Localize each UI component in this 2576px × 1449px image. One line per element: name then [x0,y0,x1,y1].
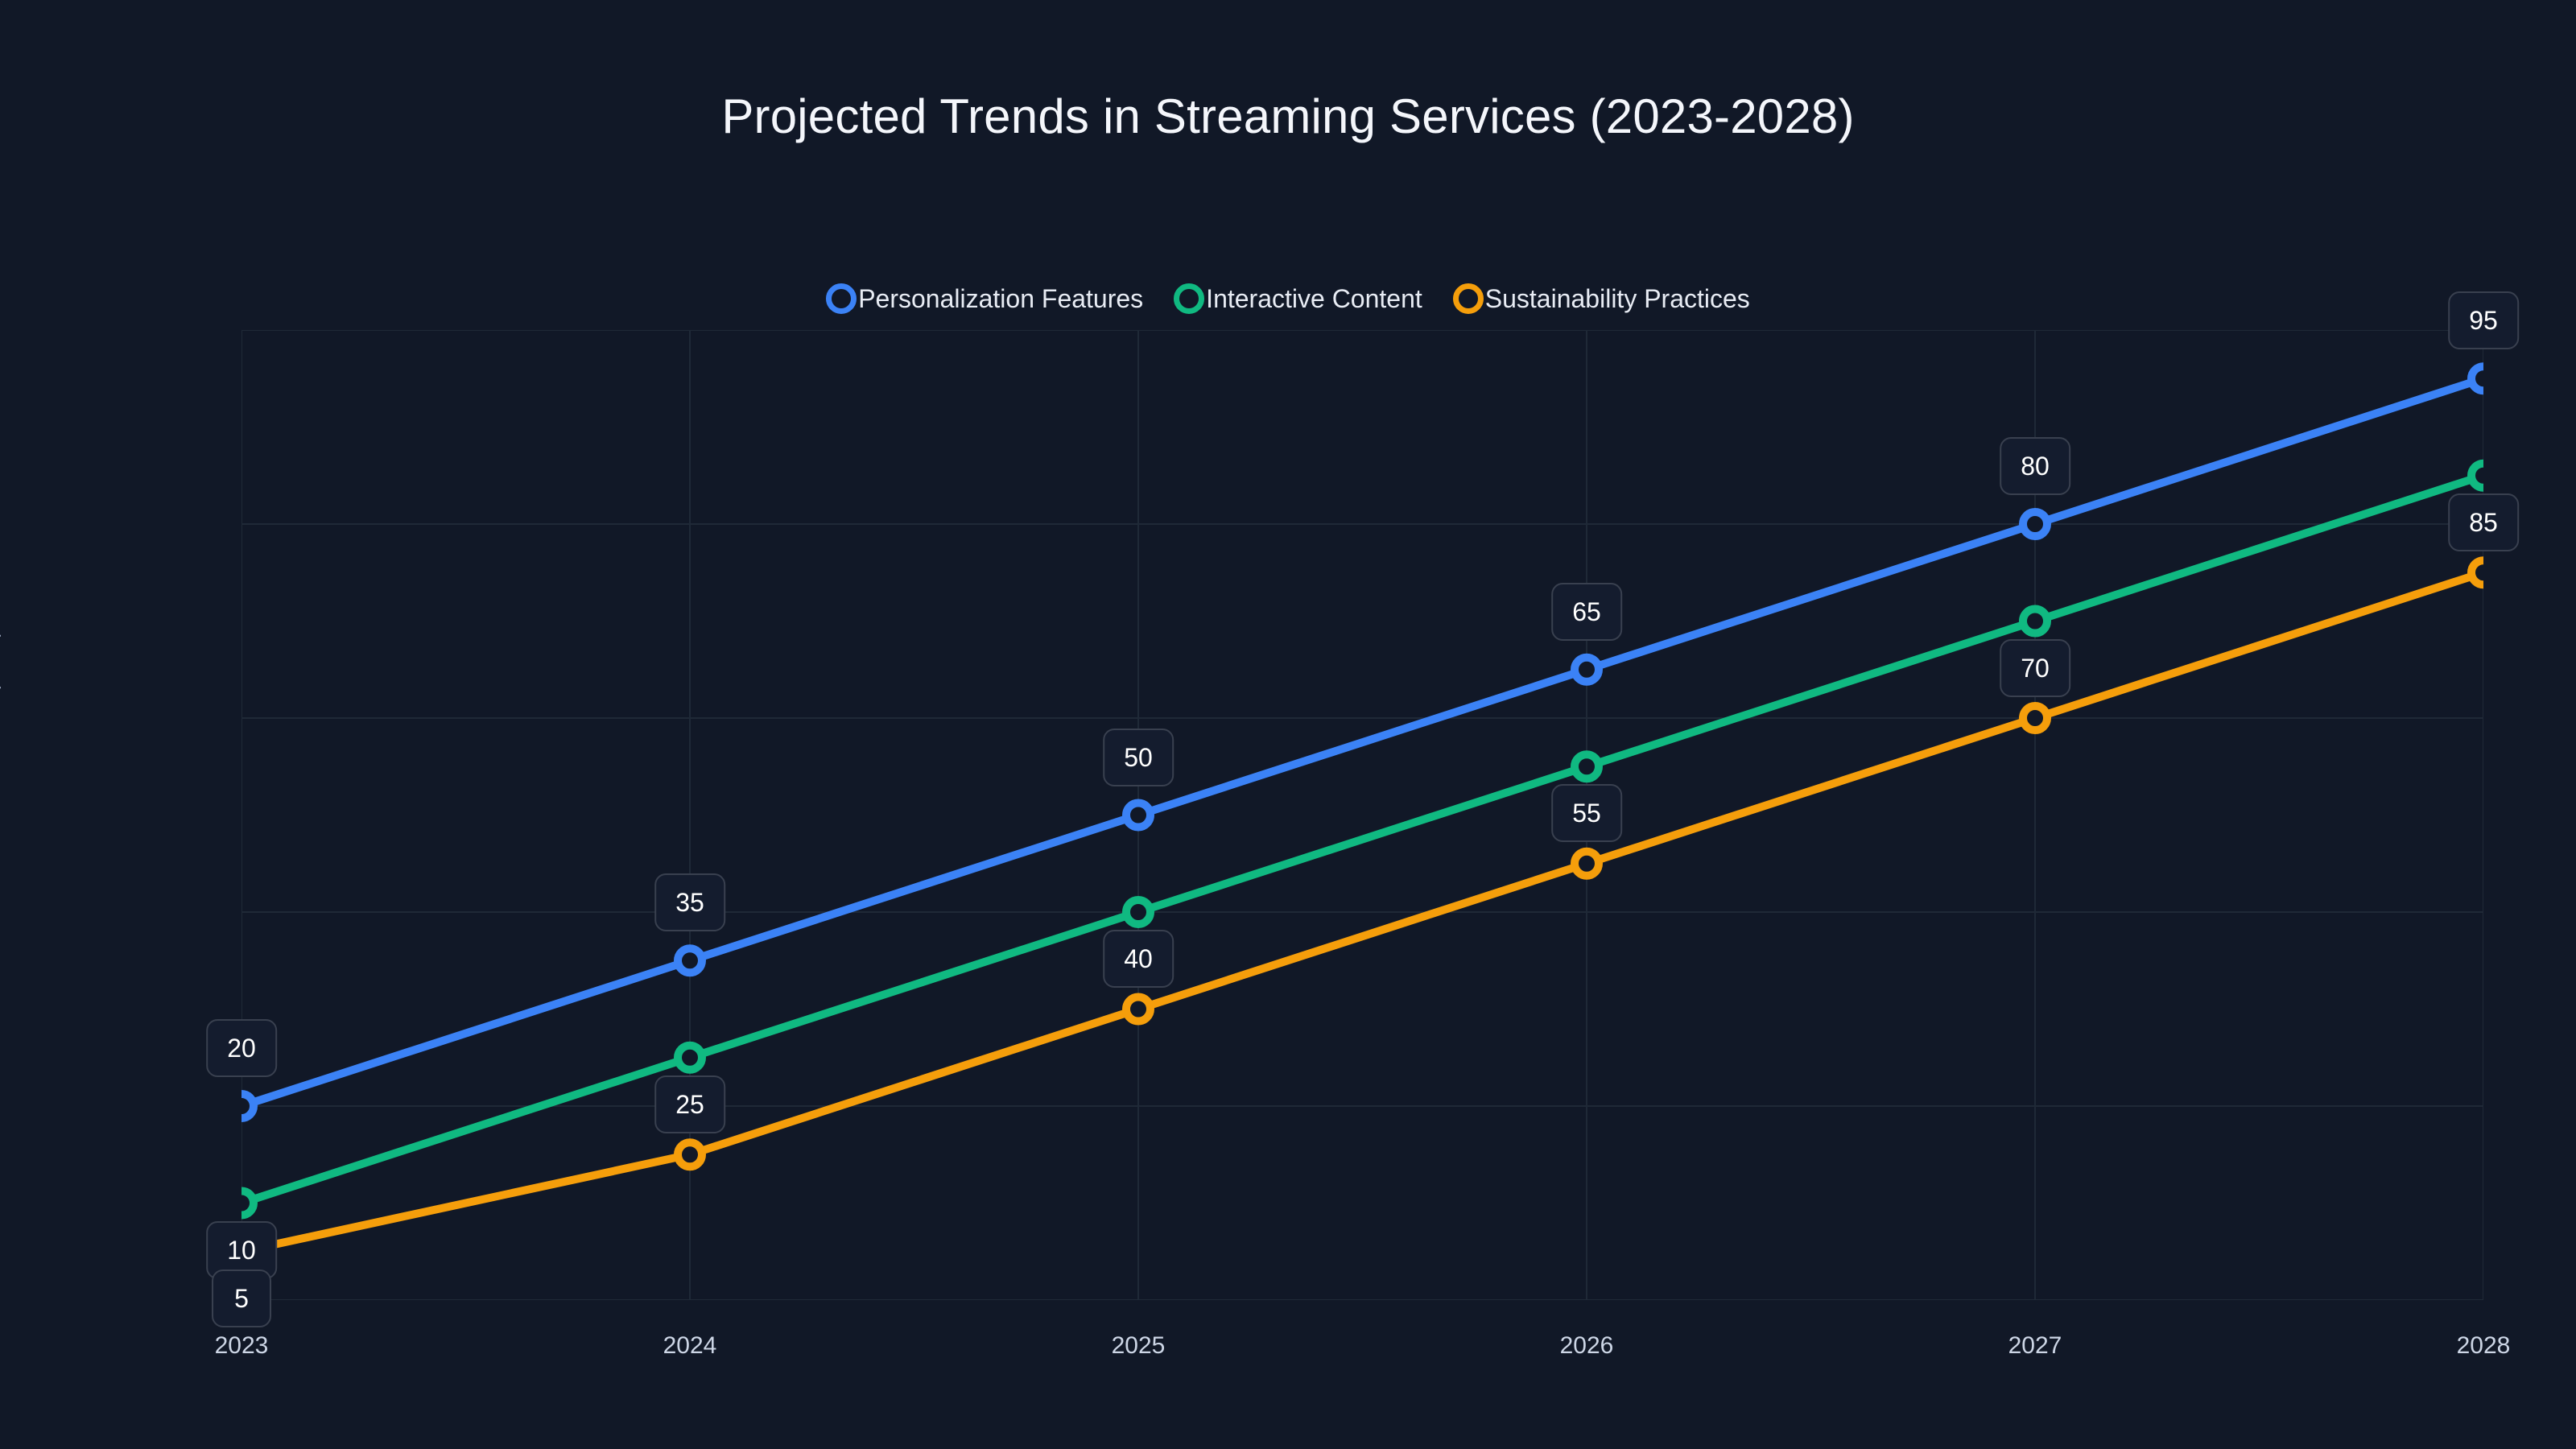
legend-item-label: Personalization Features [858,284,1144,313]
circle-ring-marker [1452,283,1484,314]
data-point-marker[interactable] [242,1187,258,1220]
legend-item-2[interactable]: Sustainability Practices [1452,283,1750,314]
data-point-marker[interactable] [1122,896,1154,928]
data-point-label: 25 [654,1075,725,1133]
data-point-marker[interactable] [1122,799,1154,832]
x-axis-tick-label: 2028 [2456,1332,2511,1359]
legend-item-label: Interactive Content [1206,284,1422,313]
data-point-marker[interactable] [1122,993,1154,1026]
data-point-label: 55 [1551,784,1622,843]
data-point-label: 70 [2000,638,2070,697]
legend-item-1[interactable]: Interactive Content [1174,283,1422,314]
data-point-label: 40 [1103,930,1174,988]
series-line-1 [242,471,2483,1208]
data-point-marker[interactable] [1571,750,1603,783]
x-axis-tick-label: 2023 [214,1332,269,1359]
data-point-marker[interactable] [2019,508,2051,540]
x-axis-tick-label: 2027 [2008,1332,2062,1359]
x-axis-tick-label: 2025 [1111,1332,1166,1359]
data-point-label: 85 [2448,493,2519,551]
data-point-marker[interactable] [2467,556,2483,589]
data-point-label: 80 [2000,437,2070,495]
y-axis-title: Growth Index (0-100) [0,630,2,813]
legend-item-label: Sustainability Practices [1484,284,1750,313]
data-point-marker[interactable] [242,1090,258,1122]
legend-item-0[interactable]: Personalization Features [826,283,1143,314]
circle-ring-marker [1174,283,1205,314]
series-line-2 [242,568,2483,1256]
page-title: Projected Trends in Streaming Services (… [721,89,1855,143]
data-point-label: 10 [206,1220,277,1279]
series-line-0 [242,374,2483,1110]
data-point-label: 65 [1551,582,1622,641]
data-point-marker[interactable] [1571,847,1603,880]
data-point-label: 95 [2448,291,2519,350]
data-point-marker[interactable] [674,1138,706,1171]
data-point-marker[interactable] [674,944,706,977]
data-point-marker[interactable] [2467,362,2483,395]
data-point-marker[interactable] [1571,653,1603,686]
data-point-label: 20 [206,1019,277,1077]
data-point-label: 35 [654,873,725,932]
data-point-marker[interactable] [2019,605,2051,638]
x-axis-tick-label: 2024 [663,1332,717,1359]
data-point-marker[interactable] [2019,702,2051,734]
chart-legend: Personalization Features Interactive Cont… [0,283,2576,314]
data-point-marker[interactable] [2467,459,2483,492]
circle-ring-marker [826,283,857,314]
data-point-marker[interactable] [674,1041,706,1074]
x-axis-tick-label: 2026 [1559,1332,1614,1359]
line-chart-svg [242,330,2483,1300]
plot-area [242,330,2483,1300]
data-point-label: 5 [212,1269,271,1327]
data-point-label: 50 [1103,728,1174,786]
